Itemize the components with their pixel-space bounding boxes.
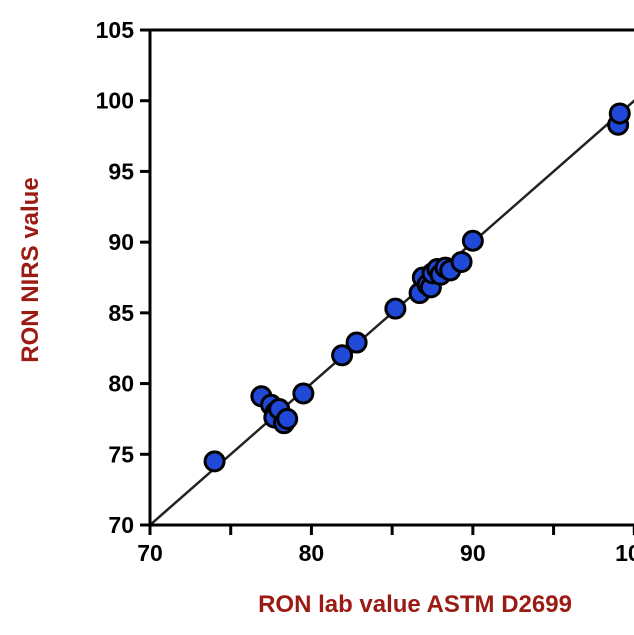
y-tick-label: 95 — [108, 158, 134, 184]
x-tick-label: 70 — [137, 540, 163, 566]
data-point — [345, 331, 368, 354]
data-point — [450, 250, 473, 273]
data-point — [203, 450, 226, 473]
y-tick-label: 85 — [108, 300, 134, 326]
data-point — [276, 407, 299, 430]
y-tick-label: 75 — [108, 441, 134, 467]
y-tick-label: 90 — [108, 229, 134, 255]
data-point — [608, 102, 631, 125]
y-tick-label: 100 — [96, 88, 134, 114]
y-tick-label: 70 — [108, 512, 134, 538]
x-tick-label: 100 — [615, 540, 634, 566]
x-axis-label: RON lab value ASTM D2699 — [258, 591, 572, 618]
x-tick-label: 80 — [299, 540, 325, 566]
y-tick-label: 105 — [96, 17, 135, 43]
reference-line — [150, 99, 634, 525]
data-point — [292, 382, 315, 405]
data-point — [461, 229, 484, 252]
x-tick-label: 90 — [460, 540, 486, 566]
data-point — [384, 297, 407, 320]
data-point — [331, 344, 354, 367]
y-axis-label: RON NIRS value — [17, 177, 44, 362]
y-tick-label: 80 — [108, 371, 134, 397]
